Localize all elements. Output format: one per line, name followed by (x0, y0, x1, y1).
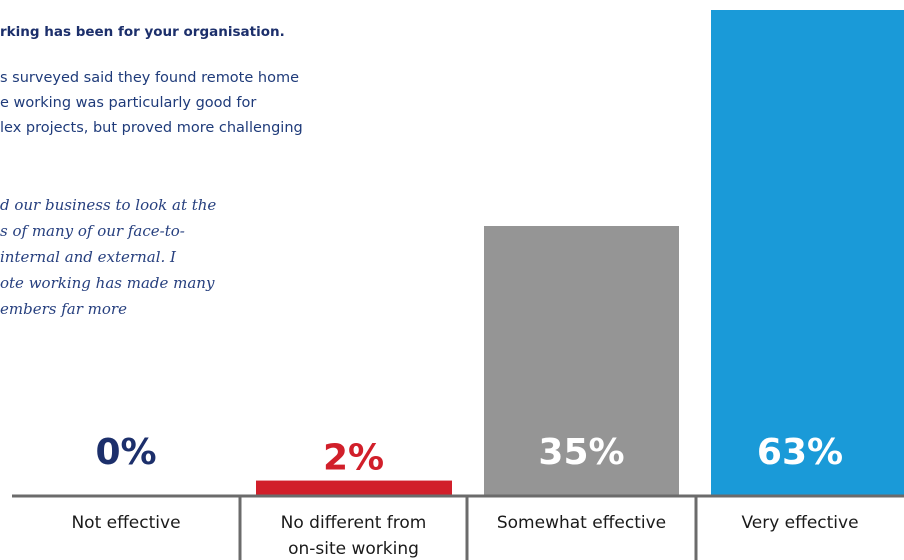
quote-line: embers far more (0, 300, 127, 318)
category-label: Somewhat effective (497, 513, 666, 533)
category-label: on-site working (288, 539, 419, 559)
category-label: No different from (281, 513, 427, 533)
bar-value-label: 63% (757, 432, 843, 473)
quote-line: s of many of our face-to- (0, 222, 185, 240)
summary-line: lex projects, but proved more challengin… (0, 120, 303, 136)
bar (711, 10, 904, 496)
summary-line: s surveyed said they found remote home (0, 70, 300, 86)
summary-line: e working was particularly good for (0, 95, 257, 111)
bar (256, 480, 452, 496)
quote-line: d our business to look at the (0, 196, 217, 214)
chart-heading: rking has been for your organisation. (0, 24, 285, 40)
category-label: Not effective (71, 513, 180, 533)
quote-line: ote working has made many (0, 274, 215, 292)
bar-value-label: 2% (323, 438, 384, 479)
category-label: Very effective (741, 513, 858, 533)
survey-summary: s surveyed said they found remote home e… (0, 66, 370, 141)
bar-value-label: 35% (538, 432, 624, 473)
bar-value-label: 0% (95, 432, 156, 473)
bar (484, 226, 679, 496)
respondent-quote: d our business to look at the s of many … (0, 192, 260, 322)
quote-line: internal and external. I (0, 248, 176, 266)
